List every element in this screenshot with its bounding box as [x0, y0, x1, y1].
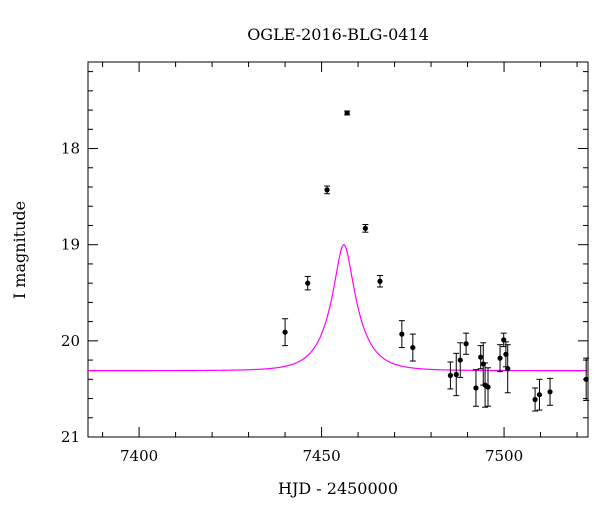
- data-point: [376, 274, 383, 288]
- data-point: [324, 185, 331, 195]
- data-marker: [503, 351, 509, 357]
- data-marker: [324, 187, 330, 193]
- data-marker: [344, 110, 350, 116]
- y-tick-label: 19: [61, 236, 80, 254]
- data-marker: [362, 225, 368, 231]
- data-marker: [457, 357, 463, 363]
- data-marker: [583, 376, 589, 382]
- data-point: [304, 275, 311, 291]
- x-tick-label: 7500: [485, 447, 523, 465]
- data-marker: [497, 355, 503, 361]
- data-marker: [505, 366, 511, 372]
- data-marker: [478, 354, 484, 360]
- data-marker: [463, 341, 469, 347]
- data-marker: [377, 278, 383, 284]
- data-point: [472, 369, 479, 407]
- y-axis-label: I magnitude: [10, 201, 29, 299]
- data-point: [536, 378, 543, 411]
- data-marker: [473, 385, 479, 391]
- data-marker: [447, 372, 454, 379]
- data-marker: [501, 337, 507, 343]
- data-point: [504, 344, 511, 394]
- data-marker: [305, 280, 311, 286]
- data-point: [502, 341, 509, 368]
- data-point: [409, 333, 416, 362]
- y-tick-label: 21: [61, 428, 80, 446]
- plot-axes: 7400 7450 7500 18 19 20 21: [61, 61, 589, 465]
- data-point: [497, 344, 504, 373]
- data-point: [362, 224, 369, 233]
- data-point: [453, 352, 460, 397]
- data-marker: [399, 331, 405, 337]
- data-point: [532, 387, 539, 412]
- chart-title: OGLE-2016-BLG-0414: [247, 25, 429, 44]
- points-layer: [282, 110, 590, 412]
- data-point: [485, 367, 491, 407]
- x-axis-label: HJD - 2450000: [278, 479, 398, 498]
- plot-frame: [87, 61, 589, 438]
- data-marker: [532, 396, 538, 403]
- data-marker: [453, 371, 459, 378]
- data-point: [583, 357, 590, 401]
- y-tick-label: 20: [61, 332, 80, 350]
- data-point: [344, 110, 351, 116]
- data-point: [463, 332, 470, 355]
- x-tick-label: 7400: [120, 447, 158, 465]
- data-marker: [485, 384, 491, 390]
- data-point: [457, 342, 464, 378]
- model-layer: [88, 244, 588, 372]
- data-marker: [547, 389, 553, 395]
- data-point: [398, 320, 405, 349]
- data-point: [547, 377, 554, 406]
- data-marker: [282, 329, 288, 335]
- data-marker: [536, 392, 543, 398]
- data-point: [447, 361, 454, 390]
- data-point: [477, 345, 484, 370]
- data-point: [282, 318, 289, 347]
- data-marker: [410, 344, 416, 351]
- y-tick-label: 18: [61, 140, 80, 158]
- model-curve: [88, 244, 588, 372]
- x-tick-label: 7450: [302, 447, 340, 465]
